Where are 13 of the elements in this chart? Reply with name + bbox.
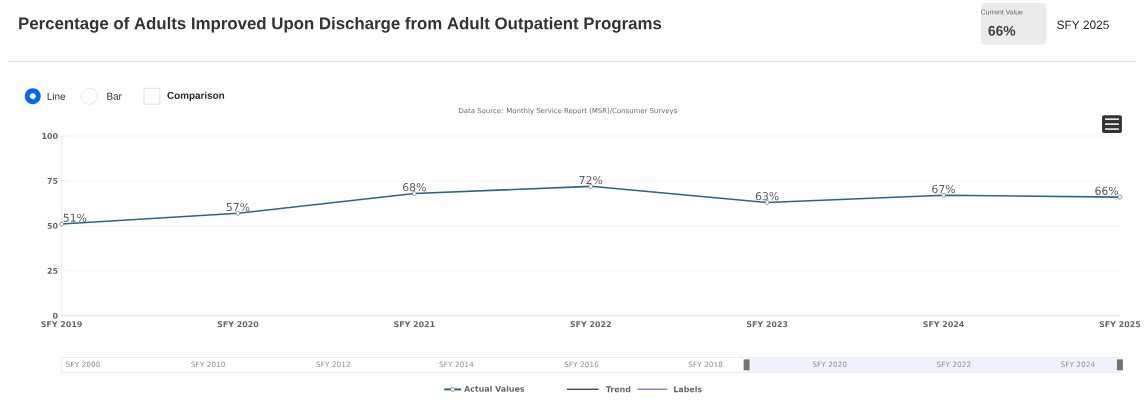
text: Comparison	[167, 91, 225, 101]
text: 66%	[988, 25, 1016, 36]
data-label: 72%	[579, 175, 603, 185]
data-label: 57%	[226, 202, 250, 212]
data-label: 63%	[755, 192, 779, 201]
text: Bar	[107, 92, 122, 100]
data-label: 67%	[932, 184, 955, 194]
data-label: 66%	[1095, 186, 1119, 195]
chart-title: Percentage of Adults Improved Upon Discharge from Adult Outpatient Programs	[19, 16, 662, 33]
data-label: 51%	[63, 213, 87, 222]
text: Line	[47, 92, 66, 100]
data-label: 68%	[403, 183, 426, 192]
text: SFY 2025	[1057, 20, 1109, 30]
